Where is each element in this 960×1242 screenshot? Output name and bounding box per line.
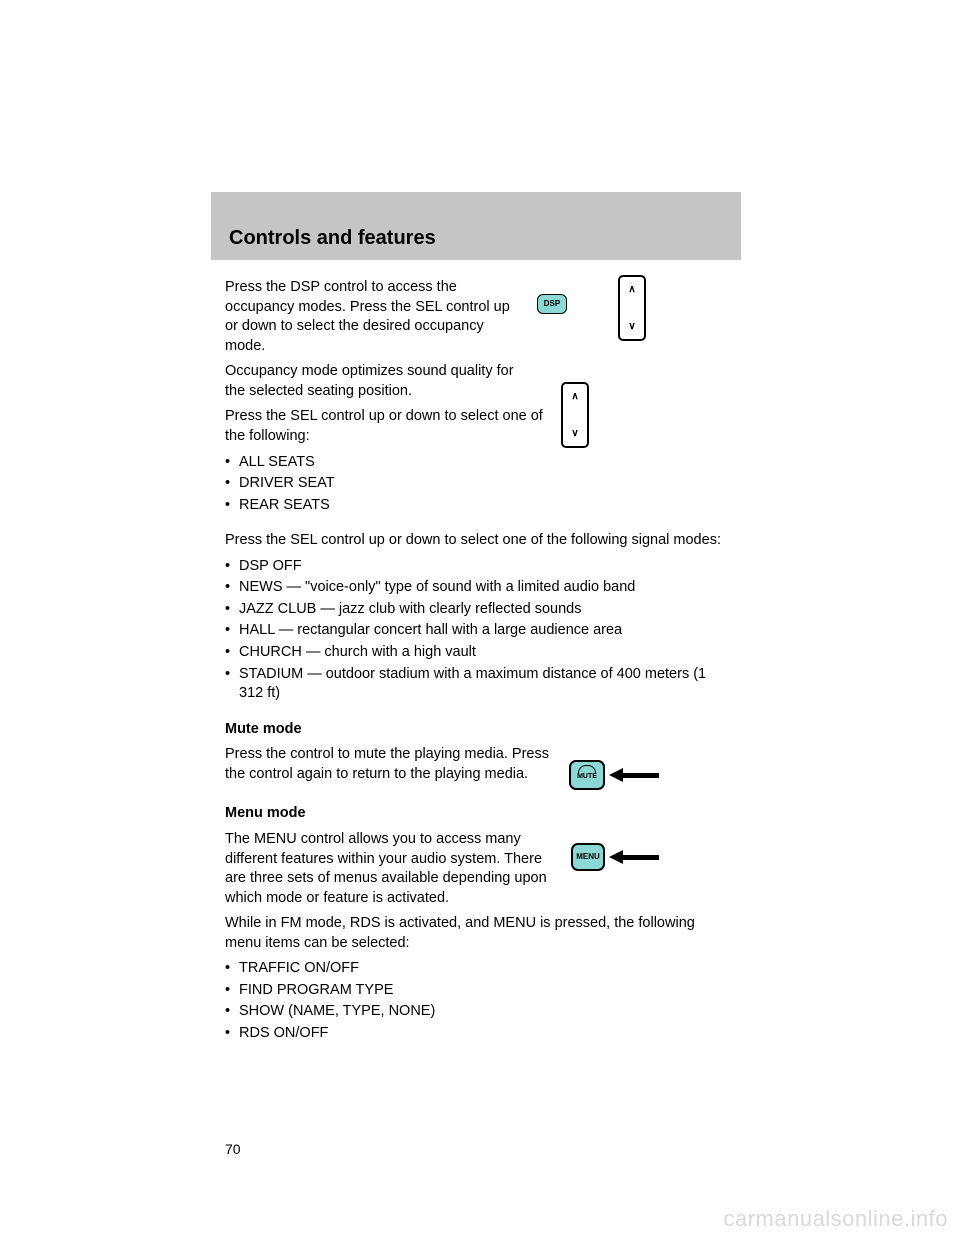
page-content: DSP ∧ ∨ ∧ ∨ Press the DSP control to acc… (211, 260, 741, 1044)
page-number: 70 (225, 1140, 241, 1159)
bullet-text: NEWS — "voice-only" type of sound with a… (239, 578, 721, 598)
sel-intro-2: Press the SEL control up or down to sele… (225, 531, 721, 551)
bullet-item: • CHURCH — church with a high vault (225, 643, 721, 663)
section-header: Controls and features (211, 192, 741, 260)
sel-rocker-icon-2: ∧ ∨ (561, 382, 589, 448)
bullet-item: • FIND PROGRAM TYPE (225, 981, 721, 1001)
dsp-occupancy: Occupancy mode optimizes sound quality f… (225, 362, 525, 401)
chevron-down-icon: ∨ (628, 320, 635, 334)
bullet-text: CHURCH — church with a high vault (239, 643, 721, 663)
chevron-down-icon: ∨ (571, 427, 578, 441)
bullet-item: • REAR SEATS (225, 496, 721, 516)
chevron-up-icon: ∧ (571, 390, 578, 404)
bullet-text: JAZZ CLUB — jazz club with clearly refle… (239, 600, 721, 620)
bullet-item: • SHOW (NAME, TYPE, NONE) (225, 1002, 721, 1022)
bullet-item: • RDS ON/OFF (225, 1024, 721, 1044)
chevron-up-icon: ∧ (628, 283, 635, 297)
bullet-icon: • (225, 453, 239, 473)
bullet-icon: • (225, 1024, 239, 1044)
bullet-item: • DSP OFF (225, 557, 721, 577)
dsp-button-icon: DSP (537, 294, 567, 314)
arrow-icon (609, 768, 659, 782)
bullet-text: STADIUM — outdoor stadium with a maximum… (239, 665, 721, 704)
arrow-icon (609, 850, 659, 864)
bullet-item: • DRIVER SEAT (225, 474, 721, 494)
watermark: carmanualsonline.info (723, 1206, 948, 1232)
bullet-text: ALL SEATS (239, 453, 721, 473)
menu-text-2: While in FM mode, RDS is activated, and … (225, 914, 721, 953)
menu-heading: Menu mode (225, 804, 721, 824)
bullet-item: • JAZZ CLUB — jazz club with clearly ref… (225, 600, 721, 620)
bullet-text: RDS ON/OFF (239, 1024, 721, 1044)
bullet-icon: • (225, 496, 239, 516)
phone-icon (578, 765, 596, 773)
bullet-icon: • (225, 981, 239, 1001)
bullet-item: • TRAFFIC ON/OFF (225, 959, 721, 979)
bullet-text: SHOW (NAME, TYPE, NONE) (239, 1002, 721, 1022)
dsp-intro: Press the DSP control to access the occu… (225, 278, 525, 356)
bullet-item: • STADIUM — outdoor stadium with a maxim… (225, 665, 721, 704)
bullet-text: DRIVER SEAT (239, 474, 721, 494)
sel-rocker-icon: ∧ ∨ (618, 275, 646, 341)
bullet-icon: • (225, 474, 239, 494)
bullet-icon: • (225, 578, 239, 598)
bullet-item: • ALL SEATS (225, 453, 721, 473)
section-title: Controls and features (229, 227, 436, 250)
mute-button-icon: MUTE (569, 760, 605, 790)
bullet-icon: • (225, 557, 239, 577)
bullet-icon: • (225, 621, 239, 641)
bullet-icon: • (225, 643, 239, 663)
bullet-icon: • (225, 959, 239, 979)
menu-button-icon: MENU (571, 843, 605, 871)
bullet-icon: • (225, 600, 239, 620)
bullet-text: DSP OFF (239, 557, 721, 577)
sel-intro: Press the SEL control up or down to sele… (225, 407, 545, 446)
bullet-item: • HALL — rectangular concert hall with a… (225, 621, 721, 641)
bullet-text: HALL — rectangular concert hall with a l… (239, 621, 721, 641)
manual-page: Controls and features DSP ∧ ∨ ∧ ∨ Press … (211, 192, 741, 1046)
bullet-icon: • (225, 1002, 239, 1022)
bullet-text: TRAFFIC ON/OFF (239, 959, 721, 979)
mute-text: Press the control to mute the playing me… (225, 745, 555, 784)
menu-text-1: The MENU control allows you to access ma… (225, 830, 555, 908)
mute-label: MUTE (571, 773, 603, 781)
bullet-icon: • (225, 665, 239, 704)
bullet-item: • NEWS — "voice-only" type of sound with… (225, 578, 721, 598)
bullet-text: FIND PROGRAM TYPE (239, 981, 721, 1001)
mute-heading: Mute mode (225, 720, 721, 740)
bullet-text: REAR SEATS (239, 496, 721, 516)
